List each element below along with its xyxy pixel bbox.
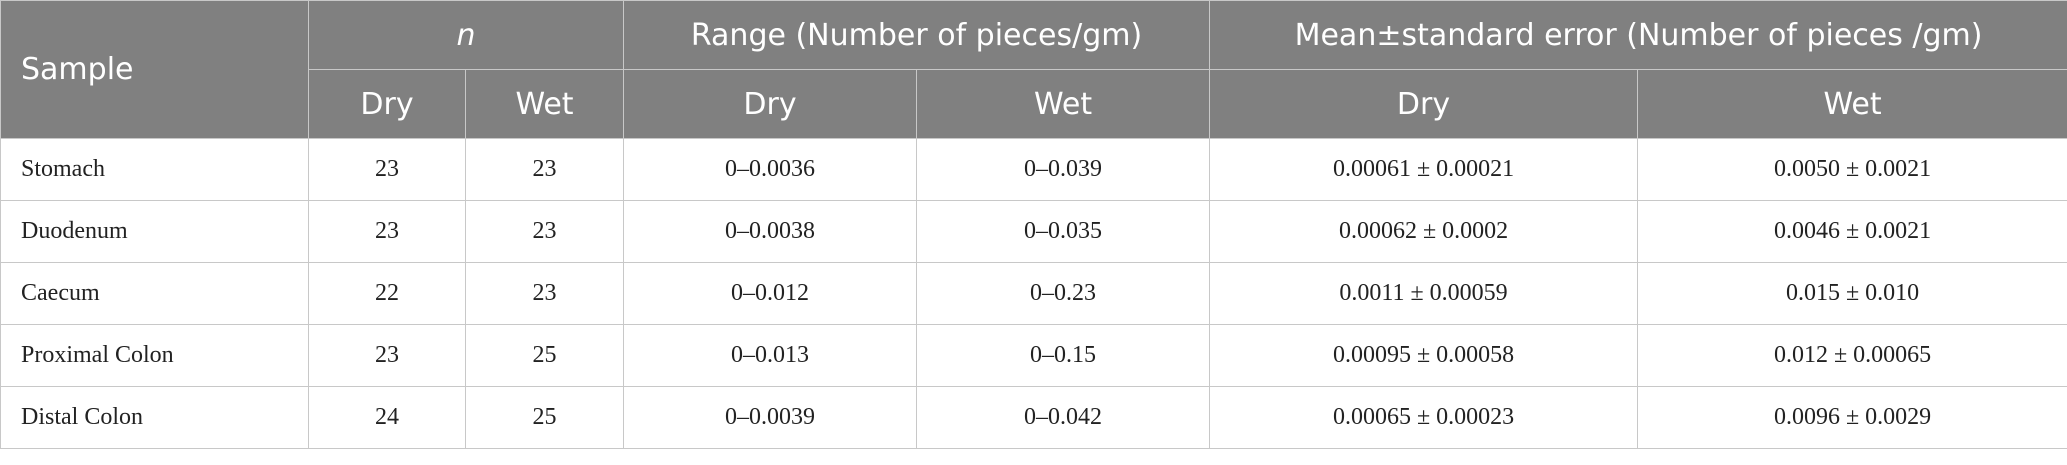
row-label: Caecum <box>0 262 309 325</box>
table-cell: 0–0.15 <box>916 324 1211 387</box>
table-cell: 23 <box>308 138 466 201</box>
table-cell: 0–0.23 <box>916 262 1211 325</box>
data-table: Sample n Range (Number of pieces/gm) Mean±s… <box>0 0 2067 449</box>
table-cell: 0–0.0039 <box>623 386 918 449</box>
row-label: Proximal Colon <box>0 324 309 387</box>
table-row: Proximal Colon 23 25 0–0.013 0–0.15 0.00095 ±… <box>0 324 2067 387</box>
subheader-cell: Wet <box>916 69 1211 139</box>
table-row: Distal Colon 24 25 0–0.0039 0–0.042 0.00065 ±… <box>0 386 2067 449</box>
header-row: Sample n Range (Number of pieces/gm) Mean±s… <box>0 0 2067 139</box>
table-cell: 0.015 ± 0.010 <box>1637 262 2067 325</box>
table-cell: 0.0046 ± 0.0021 <box>1637 200 2067 263</box>
table-cell: 0.012 ± 0.00065 <box>1637 324 2067 387</box>
subheader-cell: Dry <box>623 69 918 139</box>
table-cell: 0.0096 ± 0.0029 <box>1637 386 2067 449</box>
table-cell: 0–0.0038 <box>623 200 918 263</box>
table-cell: 0.0050 ± 0.0021 <box>1637 138 2067 201</box>
subheader-cell: Dry <box>1209 69 1639 139</box>
table-row: Caecum 22 23 0–0.012 0–0.23 0.0011 ± 0.00059 0… <box>0 262 2067 325</box>
table-cell: 0–0.039 <box>916 138 1211 201</box>
row-label: Duodenum <box>0 200 309 263</box>
table-row: Stomach 23 23 0–0.0036 0–0.039 0.00061 ± 0.00… <box>0 138 2067 201</box>
table-cell: 23 <box>308 324 466 387</box>
table-cell: 0–0.035 <box>916 200 1211 263</box>
table-header: Sample n Range (Number of pieces/gm) Mean±s… <box>0 0 2067 139</box>
subheader-cell: Wet <box>1637 69 2067 139</box>
table-cell: 0.00062 ± 0.0002 <box>1209 200 1639 263</box>
table-cell: 0–0.0036 <box>623 138 918 201</box>
table-cell: 0–0.042 <box>916 386 1211 449</box>
table-cell: 22 <box>308 262 466 325</box>
header-cell: n <box>307 0 625 70</box>
table-cell: 0.00065 ± 0.00023 <box>1209 386 1639 449</box>
table-row: Duodenum 23 23 0–0.0038 0–0.035 0.00062 ± 0.0… <box>0 200 2067 263</box>
row-label: Distal Colon <box>0 386 309 449</box>
table-cell: 0–0.013 <box>623 324 918 387</box>
table-cell: 23 <box>464 262 625 325</box>
header-cell: Range (Number of pieces/gm) <box>623 0 1211 70</box>
subheader-row: Dry Wet Dry Wet Dry Wet <box>1 69 2067 139</box>
table-body: Stomach 23 23 0–0.0036 0–0.039 0.00061 ± 0.00… <box>0 138 2067 449</box>
table-cell: 24 <box>308 386 466 449</box>
table-cell: 23 <box>308 200 466 263</box>
row-label: Stomach <box>0 138 309 201</box>
subheader-cell: Dry <box>308 69 466 139</box>
table-cell: 0–0.012 <box>623 262 918 325</box>
header-cell: Sample <box>0 0 309 139</box>
table-cell: 0.0011 ± 0.00059 <box>1209 262 1639 325</box>
header-cell: Mean±standard error (Number of pieces /g… <box>1209 0 2067 70</box>
table-cell: 23 <box>464 200 625 263</box>
table-cell: 0.00095 ± 0.00058 <box>1209 324 1639 387</box>
table-cell: 25 <box>464 324 625 387</box>
table-cell: 23 <box>464 138 625 201</box>
subheader-cell: Wet <box>464 69 625 139</box>
table-cell: 25 <box>464 386 625 449</box>
table-cell: 0.00061 ± 0.00021 <box>1209 138 1639 201</box>
